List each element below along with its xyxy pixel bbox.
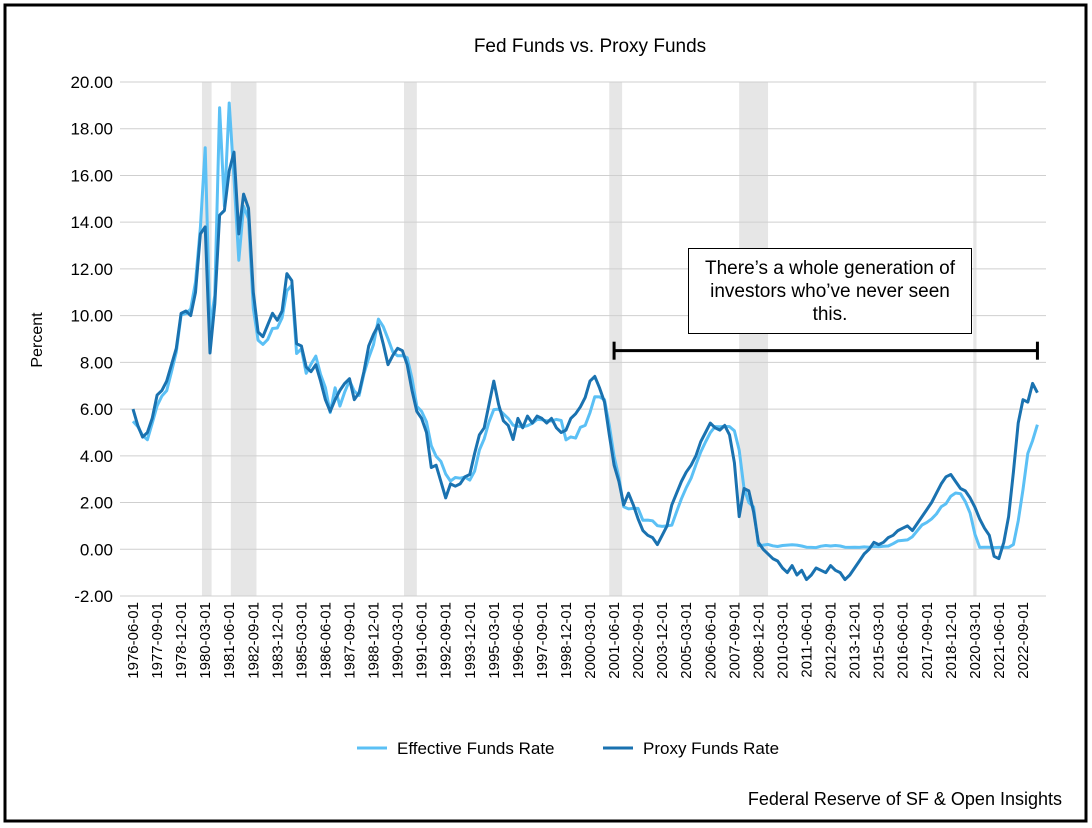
x-tick-label: 1995-03-01	[486, 602, 503, 679]
y-tick-label: 0.00	[80, 540, 113, 559]
x-tick-label: 2003-12-01	[654, 602, 671, 679]
shaded-period	[404, 82, 417, 596]
x-tick-label: 2016-06-01	[895, 602, 912, 679]
x-tick-label: 2005-03-01	[678, 602, 695, 679]
y-tick-label: 20.00	[70, 73, 113, 92]
x-tick-label: 1978-12-01	[173, 602, 190, 679]
x-tick-label: 2020-03-01	[967, 602, 984, 679]
y-tick-label: -2.00	[74, 587, 113, 606]
x-tick-label: 2022-09-01	[1015, 602, 1032, 679]
x-tick-label: 1991-06-01	[414, 602, 431, 679]
y-tick-label: 14.00	[70, 213, 113, 232]
x-tick-label: 2008-12-01	[750, 602, 767, 679]
x-tick-label: 1980-03-01	[197, 602, 214, 679]
x-tick-label: 2017-09-01	[919, 602, 936, 679]
y-tick-label: 12.00	[70, 260, 113, 279]
x-tick-label: 1990-03-01	[390, 602, 407, 679]
y-tick-label: 16.00	[70, 166, 113, 185]
x-tick-label: 2013-12-01	[847, 602, 864, 679]
y-tick-label: 4.00	[80, 447, 113, 466]
x-tick-label: 2021-06-01	[991, 602, 1008, 679]
line-series	[131, 150, 1039, 582]
y-axis-label: Percent	[29, 312, 46, 368]
y-tick-label: 18.00	[70, 120, 113, 139]
x-tick-label: 2015-03-01	[871, 602, 888, 679]
x-tick-label: 1998-12-01	[558, 602, 575, 679]
shaded-period	[201, 82, 212, 596]
x-tick-label: 2007-09-01	[726, 602, 743, 679]
x-tick-label: 2000-03-01	[582, 602, 599, 679]
x-tick-label: 2010-03-01	[774, 602, 791, 679]
x-tick-label: 1988-12-01	[366, 602, 383, 679]
x-tick-label: 1987-09-01	[341, 602, 358, 679]
x-tick-label: 1993-12-01	[462, 602, 479, 679]
x-tick-label: 1976-06-01	[125, 602, 142, 679]
x-tick-label: 2011-06-01	[799, 602, 816, 678]
x-tick-label: 1996-06-01	[510, 602, 527, 679]
x-tick-label: 2001-06-01	[606, 602, 623, 679]
legend-label: Proxy Funds Rate	[643, 739, 779, 758]
x-tick-label: 2018-12-01	[943, 602, 960, 679]
x-tick-label: 2006-06-01	[702, 602, 719, 679]
y-tick-label: 2.00	[80, 494, 113, 513]
shaded-period	[609, 82, 623, 596]
annotation-box: There’s a whole generation of investors …	[688, 248, 972, 334]
y-tick-label: 6.00	[80, 400, 113, 419]
x-tick-label: 1977-09-01	[149, 602, 166, 679]
x-tick-label: 1992-09-01	[438, 602, 455, 679]
chart-title: Fed Funds vs. Proxy Funds	[474, 36, 706, 57]
shaded-period	[973, 82, 977, 596]
legend-label: Effective Funds Rate	[397, 739, 555, 758]
x-tick-label: 1982-09-01	[245, 602, 262, 679]
x-tick-label: 1983-12-01	[269, 602, 286, 679]
x-tick-label: 2012-09-01	[823, 602, 840, 679]
y-tick-label: 8.00	[80, 353, 113, 372]
x-tick-label: 1981-06-01	[221, 602, 238, 679]
x-tick-label: 2002-09-01	[630, 602, 647, 679]
x-tick-label: 1986-06-01	[317, 602, 334, 679]
x-tick-label: 1985-03-01	[293, 602, 310, 679]
frame	[3, 3, 1088, 823]
y-tick-label: 10.00	[70, 307, 113, 326]
source: Federal Reserve of SF & Open Insights	[748, 789, 1062, 809]
x-tick-label: 1997-09-01	[534, 602, 551, 679]
